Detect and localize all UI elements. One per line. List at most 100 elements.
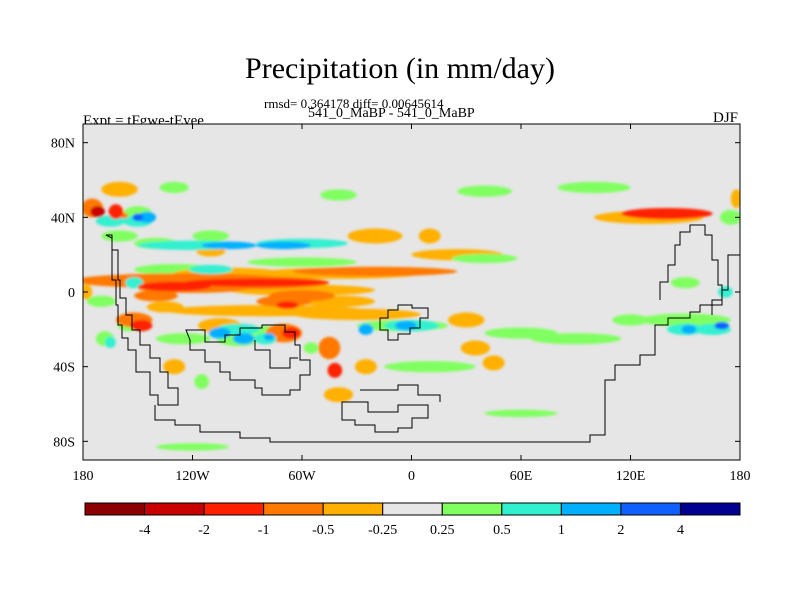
anomaly-blob xyxy=(448,312,485,328)
anomaly-blob xyxy=(395,320,417,331)
coastline-pacific-island xyxy=(254,340,298,369)
colorbar-label: 0.5 xyxy=(493,523,511,538)
coastline-east xyxy=(659,224,723,315)
anomaly-blob xyxy=(104,336,116,348)
anomaly-blob xyxy=(101,181,138,197)
colorbar-swatch xyxy=(620,502,681,516)
colorbar-label: 1 xyxy=(558,523,565,538)
anomaly-blob xyxy=(457,185,512,197)
anomaly-blob xyxy=(557,181,631,194)
anomaly-blob xyxy=(156,443,229,451)
coastline-ross xyxy=(360,384,441,402)
anomaly-blob xyxy=(670,277,700,289)
anomaly-blob xyxy=(718,286,733,298)
anomaly-blob xyxy=(730,189,740,208)
anomaly-blob xyxy=(292,266,458,277)
colorbar-label: -4 xyxy=(139,523,151,538)
anomaly-blob xyxy=(90,206,105,218)
anomaly-blob xyxy=(621,208,713,220)
anomaly-blob xyxy=(263,333,275,341)
colorbar-swatch xyxy=(263,502,324,516)
stats-label: rmsd= 0.364178 diff= 0.00645614 xyxy=(264,96,444,111)
coastline-africa xyxy=(379,304,429,341)
anomaly-blob xyxy=(639,313,731,327)
colorbar-label: -0.25 xyxy=(368,523,397,538)
anomaly-blob xyxy=(132,213,144,222)
anomaly-blob xyxy=(681,324,697,335)
x-tick-label: 0 xyxy=(408,469,415,484)
coastline-south-america xyxy=(185,324,311,396)
anomaly-blob xyxy=(101,230,138,242)
anomaly-blob xyxy=(292,308,421,320)
anomaly-blob xyxy=(146,301,184,313)
anomaly-blob xyxy=(327,362,343,378)
x-tick-label: 60W xyxy=(288,469,316,484)
y-tick-label: 80N xyxy=(51,137,75,152)
anomaly-blob xyxy=(86,295,116,307)
y-tick-label: 40N xyxy=(51,211,75,226)
coastline-americas-west xyxy=(105,234,179,406)
anomaly-blob xyxy=(347,228,403,244)
anomaly-blob xyxy=(451,253,518,264)
colorbar-swatch xyxy=(382,502,443,516)
anomaly-blob xyxy=(188,264,233,275)
anomaly-blob xyxy=(163,359,186,375)
anomaly-blob xyxy=(530,333,622,345)
colorbar-swatch xyxy=(322,502,384,516)
colorbar-swatch xyxy=(560,502,622,516)
colorbar-swatch xyxy=(441,502,503,516)
x-tick-label: 120W xyxy=(175,469,210,484)
colorbar-swatch xyxy=(501,502,562,516)
anomaly-blob xyxy=(194,374,209,390)
anomaly-blob xyxy=(384,361,476,373)
coastline-weddell xyxy=(341,401,429,433)
anomaly-blob xyxy=(208,327,231,339)
anomaly-blob xyxy=(159,181,189,194)
colorbar: -4 -2 -1 -0.5 -0.25 0.25 0.5 1 2 4 xyxy=(84,502,741,538)
coastlines xyxy=(105,224,740,443)
anomaly-blob xyxy=(276,301,299,309)
anomaly-blob xyxy=(612,314,649,326)
anomaly-blob xyxy=(358,323,374,335)
anomaly-blob xyxy=(303,342,319,354)
anomaly-blob xyxy=(418,228,441,244)
anomaly-blob xyxy=(482,355,505,371)
anomaly-blob xyxy=(323,387,354,403)
colorbar-swatch xyxy=(679,502,741,516)
anomaly-blob xyxy=(137,281,211,292)
x-axis: 180 120W 60W 0 60E 120E 180 xyxy=(73,124,751,484)
anomaly-blob xyxy=(318,336,341,360)
coastline-south xyxy=(154,254,740,443)
anomaly-blob xyxy=(281,327,301,339)
season-label: DJF xyxy=(712,110,738,126)
anomaly-field xyxy=(83,181,740,451)
anomaly-blob xyxy=(192,230,229,242)
colorbar-label: -1 xyxy=(258,523,270,538)
anomaly-blob xyxy=(714,321,730,330)
anomaly-blob xyxy=(156,333,211,345)
anomaly-blob xyxy=(134,290,178,302)
colorbar-label: 4 xyxy=(677,523,684,538)
anomaly-blob xyxy=(256,241,312,250)
y-axis: 80N 40N 0 40S 80S xyxy=(51,137,740,450)
colorbar-label: -2 xyxy=(198,523,210,538)
anomaly-blob xyxy=(130,320,153,332)
anomaly-blob xyxy=(460,340,490,356)
chart-title: Precipitation (in mm/day) xyxy=(245,52,555,85)
colorbar-label: -0.5 xyxy=(312,523,334,538)
colorbar-swatch xyxy=(84,502,146,516)
x-tick-label: 180 xyxy=(73,469,94,484)
colorbar-label: 2 xyxy=(617,523,624,538)
anomaly-blob xyxy=(137,211,156,223)
anomaly-blob xyxy=(201,241,257,250)
anomaly-blob xyxy=(183,278,330,287)
chart-subtitle: 541_0_MaBP - 541_0_MaBP xyxy=(308,106,475,121)
colorbar-swatch xyxy=(203,502,265,516)
x-tick-label: 120E xyxy=(616,469,646,484)
y-tick-label: 0 xyxy=(68,286,75,301)
colorbar-swatch xyxy=(144,502,205,516)
colorbar-label: 0.25 xyxy=(430,523,455,538)
anomaly-blob xyxy=(108,204,124,220)
x-tick-label: 60E xyxy=(510,469,533,484)
